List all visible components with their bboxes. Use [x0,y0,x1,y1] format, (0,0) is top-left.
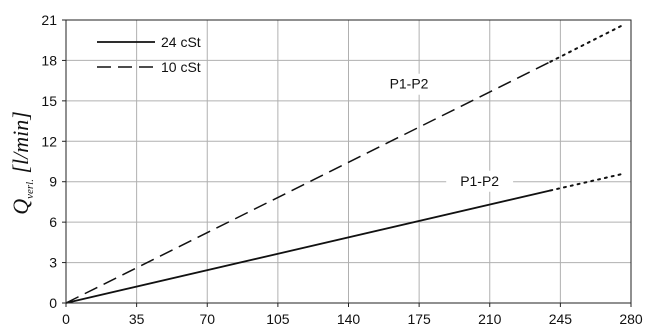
annotations: P1-P2 P1-P2 [375,73,514,192]
x-tick-label: 280 [619,311,643,327]
x-tick-label: 0 [62,311,70,327]
legend: 24 cSt 10 cSt [97,34,201,75]
y-tick-label: 15 [41,93,57,109]
x-tick-label: 175 [407,311,431,327]
annotation-background [446,170,514,192]
x-tick-label: 35 [129,311,145,327]
series-line-24-cst [65,189,551,304]
y-axis-ticks: 0 3 6 9 12 15 18 21 [41,12,66,311]
annotation-label: P1-P2 [390,76,429,92]
annotation-label: P1-P2 [460,173,499,189]
y-tick-label: 3 [49,255,57,271]
y-axis-label: Qverl. [l/min] [8,111,36,215]
y-tick-label: 0 [49,295,57,311]
y-tick-label: 18 [41,52,57,68]
x-tick-label: 245 [549,311,573,327]
y-axis-label-sub: verl. [24,179,36,199]
x-tick-label: 70 [199,311,215,327]
x-tick-label: 105 [266,311,290,327]
y-tick-label: 9 [49,174,57,190]
y-tick-label: 21 [41,12,57,28]
grid [66,20,631,303]
annotation-background [375,73,443,95]
x-tick-label: 210 [478,311,502,327]
legend-label: 24 cSt [161,34,201,50]
series-extrapolation-10-cst [549,25,622,63]
y-tick-label: 12 [41,133,57,149]
y-axis-label-main: Q [8,199,33,215]
series [65,25,622,304]
series-line-10-cst [65,61,551,304]
x-tick-label: 140 [337,311,361,327]
x-axis-ticks: 0 35 70 105 140 175 210 245 280 [62,303,643,327]
y-axis-label-unit: [l/min] [8,111,33,179]
y-tick-label: 6 [49,214,57,230]
series-extrapolation-24-cst [549,173,622,192]
legend-label: 10 cSt [161,59,201,75]
